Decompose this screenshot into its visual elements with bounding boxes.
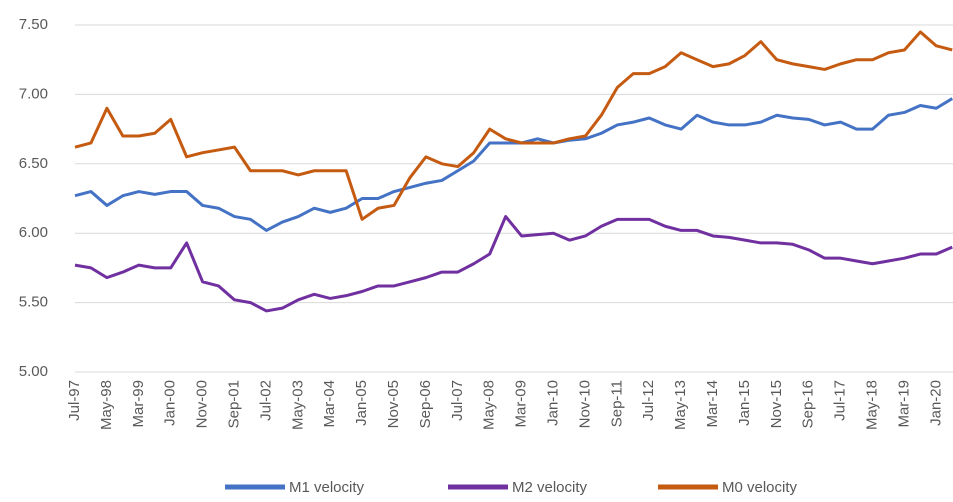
x-tick-label: Sep-16 bbox=[800, 380, 817, 428]
legend-label: M1 velocity bbox=[289, 479, 365, 496]
x-tick-label: Nov-00 bbox=[194, 380, 211, 428]
y-tick-label: 7.00 bbox=[19, 85, 48, 102]
x-tick-label: Mar-19 bbox=[895, 380, 912, 428]
x-tick-label: Sep-01 bbox=[225, 380, 242, 428]
series-line bbox=[74, 30, 953, 221]
x-tick-label: Jan-10 bbox=[544, 380, 561, 426]
y-tick-label: 5.00 bbox=[19, 363, 48, 380]
legend-label: M0 velocity bbox=[722, 479, 798, 496]
x-tick-label: Jan-20 bbox=[927, 380, 944, 426]
x-tick-label: May-18 bbox=[863, 380, 880, 430]
x-tick-label: Nov-05 bbox=[385, 380, 402, 428]
x-tick-label: Sep-06 bbox=[417, 380, 434, 428]
x-tick-label: Jul-17 bbox=[832, 380, 849, 421]
x-tick-label: Mar-14 bbox=[704, 380, 721, 428]
x-tick-label: Jan-05 bbox=[353, 380, 370, 426]
x-tick-label: May-13 bbox=[672, 380, 689, 430]
x-tick-label: May-98 bbox=[98, 380, 115, 430]
series-line bbox=[74, 215, 953, 313]
series-line bbox=[74, 97, 953, 232]
x-tick-label: Mar-09 bbox=[513, 380, 530, 428]
x-tick-label: Nov-10 bbox=[576, 380, 593, 428]
x-tick-label: Jan-00 bbox=[162, 380, 179, 426]
y-tick-label: 6.50 bbox=[19, 155, 48, 172]
x-tick-label: Mar-99 bbox=[130, 380, 147, 428]
x-tick-label: Sep-11 bbox=[608, 380, 625, 427]
x-tick-label: Jan-15 bbox=[736, 380, 753, 426]
x-tick-label: May-08 bbox=[481, 380, 498, 430]
legend-label: M2 velocity bbox=[512, 479, 588, 496]
x-tick-label: Jul-12 bbox=[640, 380, 657, 421]
x-tick-label: Nov-15 bbox=[768, 380, 785, 428]
y-tick-label: 5.50 bbox=[19, 294, 48, 311]
y-tick-label: 7.50 bbox=[19, 16, 48, 33]
y-tick-label: 6.00 bbox=[19, 224, 48, 241]
x-tick-label: Jul-97 bbox=[66, 380, 83, 421]
x-tick-label: May-03 bbox=[289, 380, 306, 430]
x-tick-label: Jul-02 bbox=[257, 380, 274, 421]
x-tick-label: Mar-04 bbox=[321, 380, 338, 428]
x-tick-label: Jul-07 bbox=[449, 380, 466, 421]
